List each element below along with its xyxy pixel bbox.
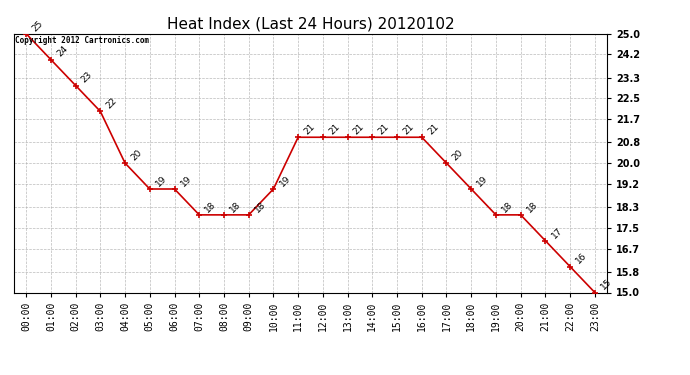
Text: 21: 21 [377,122,391,136]
Text: 18: 18 [500,200,515,214]
Text: 18: 18 [253,200,267,214]
Text: 21: 21 [302,122,317,136]
Text: 21: 21 [426,122,440,136]
Text: 18: 18 [204,200,218,214]
Text: 17: 17 [549,225,564,240]
Title: Heat Index (Last 24 Hours) 20120102: Heat Index (Last 24 Hours) 20120102 [167,16,454,31]
Text: 19: 19 [475,174,490,188]
Text: 19: 19 [277,174,292,188]
Text: 24: 24 [55,45,70,59]
Text: 25: 25 [30,19,45,33]
Text: 18: 18 [525,200,540,214]
Text: 20: 20 [129,148,144,162]
Text: 15: 15 [599,277,613,292]
Text: 21: 21 [401,122,415,136]
Text: 16: 16 [574,251,589,266]
Text: 18: 18 [228,200,243,214]
Text: 22: 22 [104,96,119,111]
Text: Copyright 2012 Cartronics.com: Copyright 2012 Cartronics.com [15,36,149,45]
Text: 20: 20 [451,148,465,162]
Text: 23: 23 [80,70,95,85]
Text: 21: 21 [327,122,342,136]
Text: 19: 19 [154,174,168,188]
Text: 19: 19 [179,174,193,188]
Text: 21: 21 [352,122,366,136]
